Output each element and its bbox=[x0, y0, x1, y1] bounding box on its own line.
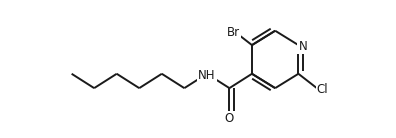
Text: NH: NH bbox=[198, 69, 216, 82]
Text: Br: Br bbox=[227, 26, 240, 39]
Text: O: O bbox=[225, 112, 234, 125]
Text: N: N bbox=[299, 40, 307, 53]
Text: Cl: Cl bbox=[317, 83, 328, 96]
